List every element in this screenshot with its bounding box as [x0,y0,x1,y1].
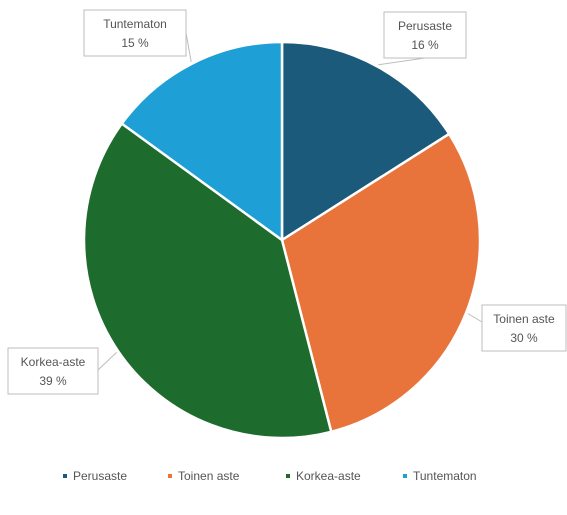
pie-slice-perusaste [280,40,451,243]
callout-value-label: 39 % [39,374,67,388]
leader-line-korkea-aste [97,352,117,371]
legend: Perusaste Toinen aste Korkea-aste Tuntemato… [63,469,477,483]
callout-tuntematon: Tuntematon 15 % [83,9,187,57]
pie-slice-tuntematon [120,40,284,243]
callout-category-label: Tuntematon [103,17,167,31]
legend-label: Tuntematon [413,469,477,483]
callout-category-label: Korkea-aste [21,355,86,369]
leader-line-tuntematon [185,32,192,62]
legend-item-toinen-aste: Toinen aste [168,469,240,483]
legend-swatch [286,474,290,478]
legend-swatch [63,474,67,478]
callouts: Perusaste 16 % Toinen aste 30 % Korkea-aste 3… [7,9,567,395]
callout-leaders [97,32,483,371]
legend-label: Toinen aste [178,469,240,483]
callout-value-label: 16 % [411,38,439,52]
callout-category-label: Perusaste [398,19,452,33]
callout-korkea-aste: Korkea-aste 39 % [7,347,99,395]
pie-slices [82,40,482,440]
pie-slice-korkea-aste [82,121,333,440]
legend-item-perusaste: Perusaste [63,469,127,483]
legend-item-korkea-aste: Korkea-aste [286,469,361,483]
legend-label: Perusaste [73,469,127,483]
legend-swatch [168,474,172,478]
callout-box [83,9,187,57]
callout-box [7,347,99,395]
leader-line-toinen-aste [467,313,483,323]
callout-box [383,11,467,59]
pie-slice-toinen-aste [280,132,482,434]
legend-label: Korkea-aste [296,469,361,483]
callout-value-label: 15 % [121,36,149,50]
callout-perusaste: Perusaste 16 % [383,11,467,59]
callout-box [481,304,567,352]
legend-swatch [403,474,407,478]
callout-category-label: Toinen aste [493,312,555,326]
legend-item-tuntematon: Tuntematon [403,469,477,483]
callout-value-label: 30 % [510,331,538,345]
callout-toinen-aste: Toinen aste 30 % [481,304,567,352]
leader-line-perusaste [378,57,426,66]
